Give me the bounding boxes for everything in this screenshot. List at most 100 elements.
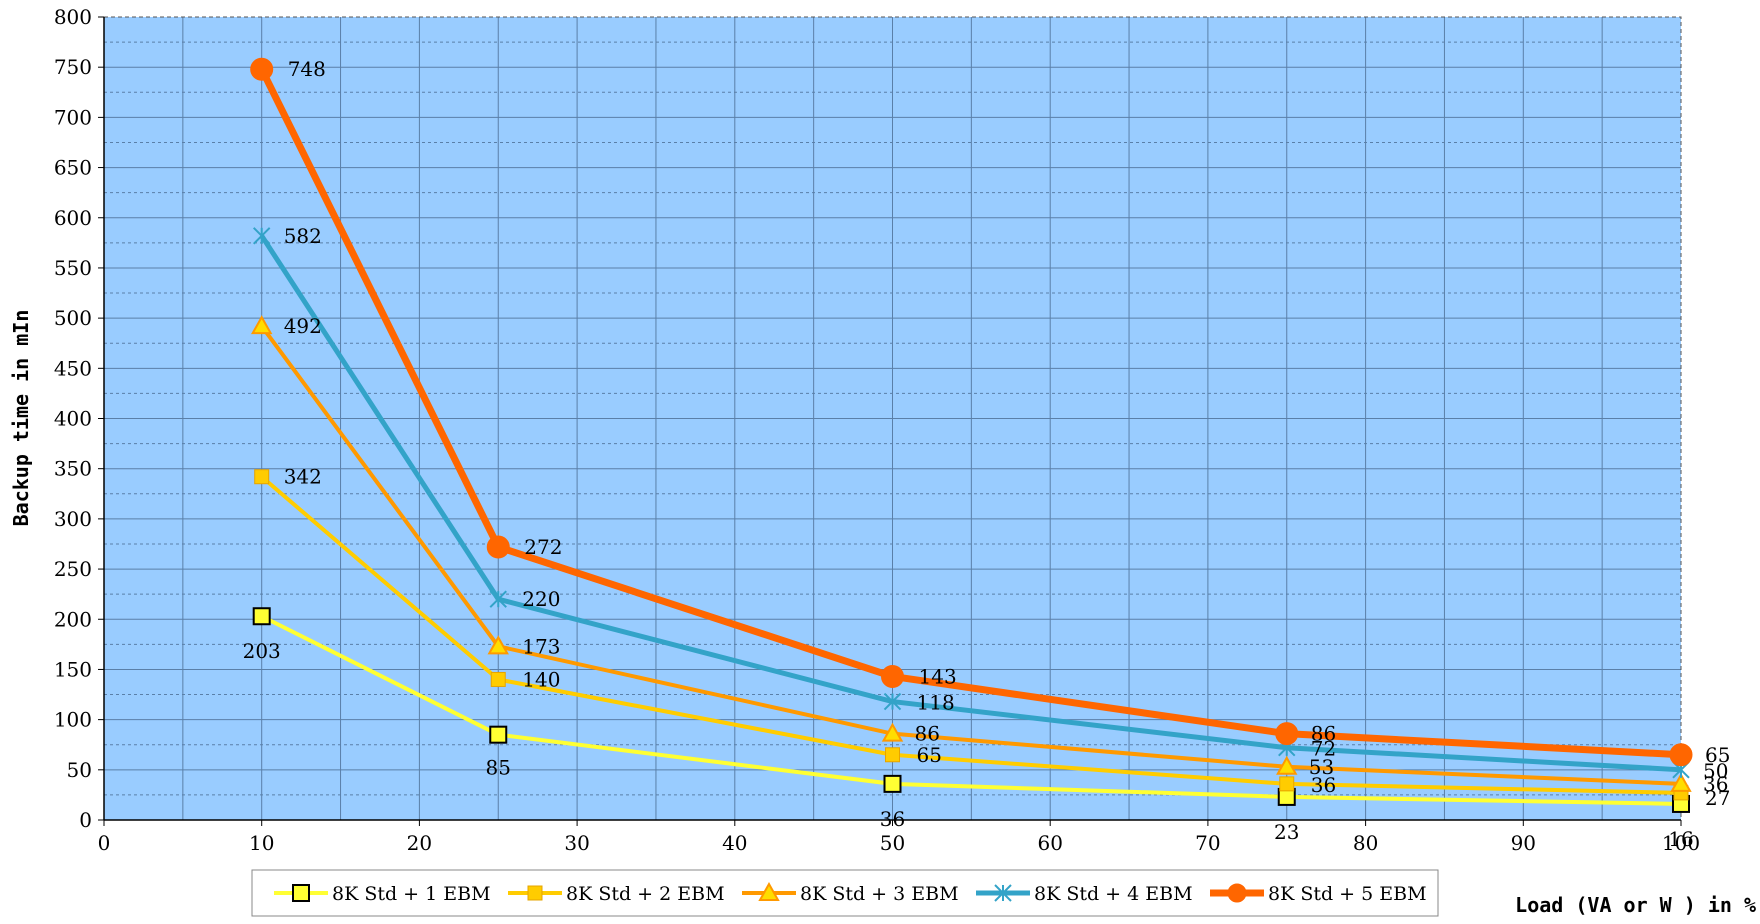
legend-item-3: 8K Std + 3 EBM	[742, 881, 959, 905]
x-tick-label: 30	[564, 831, 589, 855]
data-label: 203	[243, 639, 281, 663]
x-tick-label: 60	[1037, 831, 1062, 855]
data-label: 85	[486, 756, 511, 780]
x-tick-label: 20	[407, 831, 432, 855]
data-point	[486, 535, 510, 559]
data-point	[250, 315, 273, 335]
legend-label: 8K Std + 1 EBM	[332, 883, 491, 905]
y-axis-title: Backup time in mIn	[9, 310, 33, 527]
data-point	[1279, 776, 1295, 792]
data-point	[252, 607, 271, 626]
data-point	[1669, 743, 1693, 767]
x-tick-label: 80	[1353, 831, 1378, 855]
data-label: 65	[1705, 743, 1730, 767]
axes	[98, 16, 1682, 826]
y-tick-label: 450	[54, 356, 92, 380]
data-label: 36	[880, 807, 905, 831]
data-point	[490, 671, 506, 687]
data-label: 16	[1668, 827, 1693, 851]
data-label: 492	[284, 314, 322, 338]
data-label: 272	[524, 535, 562, 559]
y-tick-label: 650	[54, 156, 92, 180]
data-point	[1276, 755, 1298, 775]
data-point	[883, 774, 902, 793]
series-3	[250, 315, 1692, 792]
x-tick-label: 100	[1662, 831, 1700, 855]
data-label: 23	[1274, 820, 1299, 844]
data-label: 118	[917, 691, 955, 715]
data-point	[881, 722, 904, 742]
x-tick-label: 0	[98, 831, 111, 855]
legend-swatch-marker	[292, 884, 310, 902]
y-tick-label: 400	[54, 407, 92, 431]
data-point	[489, 725, 508, 744]
tick-labels: 0501001502002503003504004505005506006507…	[54, 5, 1700, 855]
y-tick-label: 100	[54, 708, 92, 732]
series-layer	[250, 57, 1693, 813]
y-tick-label: 550	[54, 256, 92, 280]
y-tick-label: 150	[54, 657, 92, 681]
data-point	[1670, 772, 1692, 792]
legend: 8K Std + 1 EBM 8K Std + 2 EBM 8K Std + 3 E…	[251, 869, 1439, 917]
data-point	[885, 747, 900, 763]
y-tick-label: 0	[79, 808, 92, 832]
legend-item-4: 8K Std + 4 EBM	[976, 883, 1193, 905]
x-tick-label: 10	[249, 831, 274, 855]
x-tick-label: 90	[1511, 831, 1536, 855]
y-tick-label: 700	[54, 105, 92, 129]
data-label: 220	[522, 587, 560, 611]
legend-label: 8K Std + 3 EBM	[800, 883, 959, 905]
data-label: 50	[1703, 759, 1728, 783]
series-1	[252, 607, 1690, 813]
data-label: 36	[1703, 772, 1728, 796]
data-label: 173	[522, 634, 560, 658]
legend-item-2: 8K Std + 2 EBM	[508, 883, 725, 905]
y-tick-label: 250	[54, 557, 92, 581]
legend-label: 8K Std + 4 EBM	[1034, 883, 1193, 905]
data-point	[883, 692, 902, 711]
data-label: 143	[919, 664, 957, 688]
legend-swatch-marker	[1227, 883, 1247, 903]
data-label: 65	[917, 743, 942, 767]
y-tick-label: 500	[54, 306, 92, 330]
data-point	[881, 664, 904, 688]
data-point	[1275, 722, 1299, 746]
y-tick-label: 300	[54, 507, 92, 531]
legend-swatch-marker	[994, 884, 1012, 902]
data-label: 53	[1309, 755, 1334, 779]
data-label: 582	[284, 224, 322, 248]
x-tick-label: 70	[1195, 831, 1220, 855]
legend-item-5: 8K Std + 5 EBM	[1210, 883, 1427, 905]
x-tick-label: 40	[722, 831, 747, 855]
y-tick-label: 350	[54, 457, 92, 481]
series-5	[250, 57, 1693, 767]
legend-item-1: 8K Std + 1 EBM	[274, 883, 491, 905]
data-point	[252, 227, 271, 245]
y-tick-label: 50	[67, 758, 92, 782]
legend-swatch-marker	[527, 885, 543, 901]
series-2	[254, 469, 1689, 801]
data-label: 72	[1311, 737, 1336, 761]
data-label: 140	[522, 667, 560, 691]
data-point	[254, 469, 270, 485]
data-point	[489, 590, 507, 608]
x-axis-title: Load (VA or W ) in %	[1515, 893, 1756, 917]
y-tick-label: 200	[54, 607, 92, 631]
y-tick-label: 600	[54, 206, 92, 230]
data-label: 36	[1311, 773, 1336, 797]
y-tick-label: 750	[54, 55, 92, 79]
data-label: 86	[1311, 722, 1336, 746]
data-label: 27	[1705, 786, 1730, 810]
x-tick-label: 50	[880, 831, 905, 855]
data-label: 748	[288, 57, 326, 81]
legend-label: 8K Std + 2 EBM	[566, 883, 725, 905]
data-point	[487, 635, 509, 655]
legend-swatch-marker	[758, 881, 780, 901]
data-point	[250, 57, 274, 81]
data-label: 342	[284, 465, 322, 489]
y-tick-label: 800	[54, 5, 92, 29]
legend-label: 8K Std + 5 EBM	[1268, 883, 1427, 905]
grid	[104, 17, 1681, 820]
